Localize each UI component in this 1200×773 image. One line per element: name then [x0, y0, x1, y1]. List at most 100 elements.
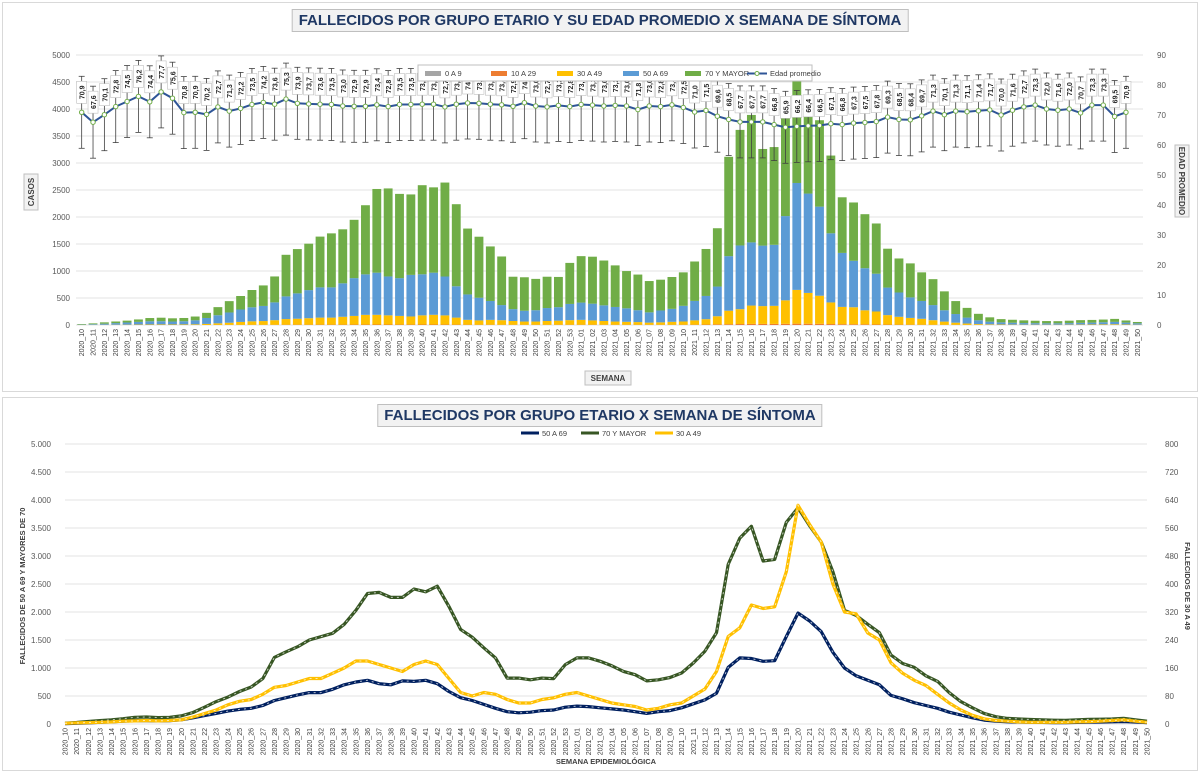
data-label: 74,0: [466, 76, 473, 90]
bar-segment: [792, 289, 802, 324]
bar-segment: [77, 324, 87, 325]
bar-segment: [678, 272, 688, 306]
bar-segment: [190, 320, 200, 325]
data-label: 70,9: [1124, 85, 1131, 99]
data-label: 66,2: [795, 99, 802, 113]
bar-segment: [1030, 320, 1040, 324]
x-tick-label: 2021_15: [737, 728, 744, 755]
bar-segment: [803, 323, 813, 325]
edad-promedio-point: [419, 101, 425, 107]
edad-promedio-point: [635, 106, 641, 113]
bar-segment: [247, 290, 257, 308]
data-label-group: 70,7: [1075, 81, 1086, 105]
x-tick-label: 2021_25: [851, 329, 858, 356]
data-label-box: [133, 65, 144, 88]
x-axis-title: SEMANA EPIDEMIOLÓGICA: [556, 757, 657, 766]
y2-axis-title: EDAD PROMEDIO: [1177, 147, 1186, 215]
data-label-box: [1052, 78, 1064, 102]
y2-tick-label: 800: [1165, 440, 1179, 449]
data-label-box: [712, 84, 723, 108]
data-label-group: 77,7: [155, 60, 167, 84]
edad-promedio-point: [703, 107, 709, 114]
bar-segment: [837, 324, 847, 325]
y-tick-label: 2500: [52, 186, 70, 195]
x-tick-label: 2021_19: [783, 329, 790, 356]
data-label: 66,4: [806, 99, 813, 113]
edad-promedio-point: [271, 101, 278, 107]
bar-segment: [553, 307, 563, 321]
edad-promedio-point: [408, 101, 414, 108]
y2-axis-title: FALLECIDOS DE 30 A 49: [1183, 542, 1192, 630]
edad-promedio-point: [1055, 107, 1061, 113]
data-label: 67,1: [829, 97, 836, 111]
x-tick-label: 2020_46: [488, 329, 495, 356]
edad-promedio-point: [453, 101, 459, 107]
x-tick-label: 2021_42: [1044, 329, 1051, 356]
x-tick-label: 2021_48: [1112, 329, 1119, 356]
bar-segment: [497, 305, 507, 321]
bar-segment: [258, 305, 268, 322]
data-label: 73,5: [250, 78, 257, 92]
data-label-group: 69,3: [882, 85, 893, 109]
x-tick-label: 2021_47: [1110, 728, 1117, 755]
x-tick-label: 2021_12: [703, 329, 710, 356]
data-label-group: 66,8: [768, 93, 780, 116]
x-tick-label: 2021_02: [586, 728, 593, 755]
bar-segment: [338, 229, 348, 284]
x-tick-label: 2021_41: [1033, 329, 1040, 356]
x-tick-label: 2020_14: [109, 728, 116, 755]
data-label-group: 68,4: [905, 88, 916, 112]
bar-segment: [746, 242, 756, 306]
edad-promedio-point: [930, 108, 936, 114]
bar-segment: [156, 317, 166, 322]
y2-tick-label: 40: [1157, 201, 1166, 210]
data-label: 71,7: [988, 83, 995, 97]
edad-promedio-point: [691, 109, 698, 115]
data-label-group: 72,9: [360, 75, 371, 98]
data-label-group: 67,1: [825, 92, 837, 115]
x-tick-label: 2021_09: [669, 329, 676, 356]
edad-promedio-point: [78, 109, 85, 116]
y2-axis-title-group: EDAD PROMEDIO: [1174, 144, 1190, 218]
x-tick-label: 2020_17: [144, 728, 151, 755]
data-label: 73,0: [341, 79, 348, 93]
data-label-group: 66,2: [791, 95, 803, 118]
x-tick-label: 2021_40: [1021, 329, 1028, 356]
bar-segment: [667, 276, 677, 309]
bar-segment: [553, 276, 563, 308]
bar-segment: [883, 287, 893, 316]
x-tick-label: 2021_26: [865, 728, 872, 755]
data-label: 71,0: [693, 85, 700, 99]
x-tick-label: 2021_33: [942, 329, 949, 356]
bar-segment: [326, 287, 336, 318]
x-tick-label: 2021_30: [912, 728, 919, 755]
edad-promedio-point: [657, 103, 664, 110]
x-tick-label: 2021_44: [1075, 728, 1082, 755]
edad-promedio-point: [476, 100, 482, 107]
x-tick-label: 2020_13: [97, 728, 104, 755]
x-tick-label: 2020_36: [374, 329, 381, 356]
x-tick-label: 2020_16: [132, 728, 139, 755]
x-tick-label: 2020_44: [465, 329, 472, 356]
bar-segment: [735, 129, 745, 246]
data-label: 71,4: [976, 84, 983, 98]
bar-segment: [429, 272, 438, 315]
bar-segment: [349, 278, 359, 316]
bar-segment: [712, 286, 722, 317]
bar-segment: [962, 323, 972, 325]
x-tick-label: 2021_16: [749, 329, 756, 356]
data-label: 71,8: [636, 83, 643, 97]
edad-promedio-point: [782, 124, 789, 131]
bar-segment: [701, 295, 711, 320]
data-label-box: [303, 72, 314, 96]
x-tick-label: 2021_37: [993, 728, 1000, 755]
x-tick-label: 2021_13: [714, 728, 721, 755]
y2-tick-label: 80: [1165, 692, 1174, 701]
x-tick-label: 2020_28: [283, 329, 290, 356]
edad-promedio-point: [317, 101, 323, 107]
x-tick-label: 2020_26: [261, 329, 268, 356]
edad-promedio-point: [816, 122, 823, 129]
y2-tick-label: 0: [1157, 321, 1162, 330]
edad-promedio-point: [181, 109, 187, 116]
edad-promedio-point: [646, 103, 652, 109]
